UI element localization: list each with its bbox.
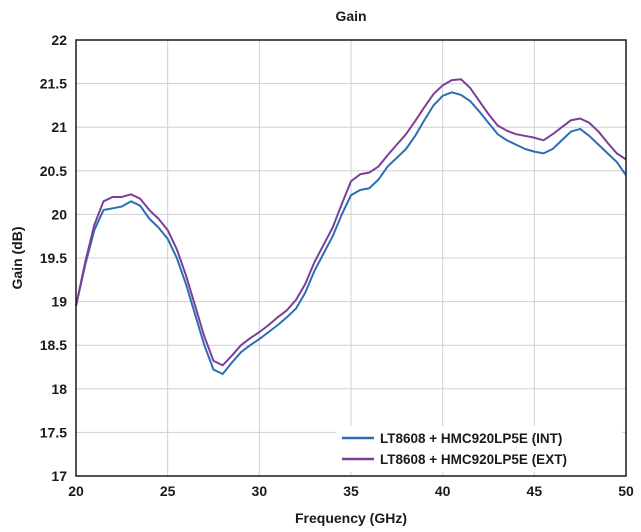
y-tick-label: 20 (51, 206, 67, 222)
grid (76, 40, 626, 476)
y-tick-label: 18.5 (40, 337, 67, 353)
plot-frame (75, 39, 627, 477)
series-line-2 (75, 78, 627, 367)
y-tick-label: 20.5 (40, 163, 67, 179)
y-tick-label: 19.5 (40, 250, 67, 266)
legend-label-1: LT8608 + HMC920LP5E (INT) (380, 431, 562, 446)
x-axis-label: Frequency (GHz) (295, 510, 407, 526)
chart-title: Gain (335, 8, 366, 24)
x-tick-label: 35 (343, 483, 359, 499)
y-tick-label: 17.5 (40, 424, 67, 440)
x-axis-ticks: 20 25 30 35 40 45 50 (68, 483, 634, 499)
y-tick-label: 21 (51, 119, 67, 135)
y-axis-ticks: 17 17.5 18 18.5 19 19.5 20 20.5 21 21.5 22 (40, 32, 67, 484)
y-axis-label: Gain (dB) (9, 227, 25, 290)
series-line-1 (75, 91, 627, 375)
y-tick-label: 18 (51, 381, 67, 397)
x-tick-label: 20 (68, 483, 84, 499)
legend: LT8608 + HMC920LP5E (INT) LT8608 + HMC920… (336, 426, 622, 472)
x-tick-label: 40 (435, 483, 451, 499)
x-tick-label: 45 (527, 483, 543, 499)
legend-label-2: LT8608 + HMC920LP5E (EXT) (380, 452, 567, 467)
x-tick-label: 30 (252, 483, 268, 499)
x-tick-label: 50 (618, 483, 634, 499)
y-tick-label: 22 (51, 32, 67, 48)
y-tick-label: 17 (51, 468, 67, 484)
x-tick-label: 25 (160, 483, 176, 499)
y-tick-label: 19 (51, 294, 67, 310)
y-tick-label: 21.5 (40, 76, 67, 92)
legend-box (336, 426, 622, 472)
series-group (75, 78, 627, 375)
